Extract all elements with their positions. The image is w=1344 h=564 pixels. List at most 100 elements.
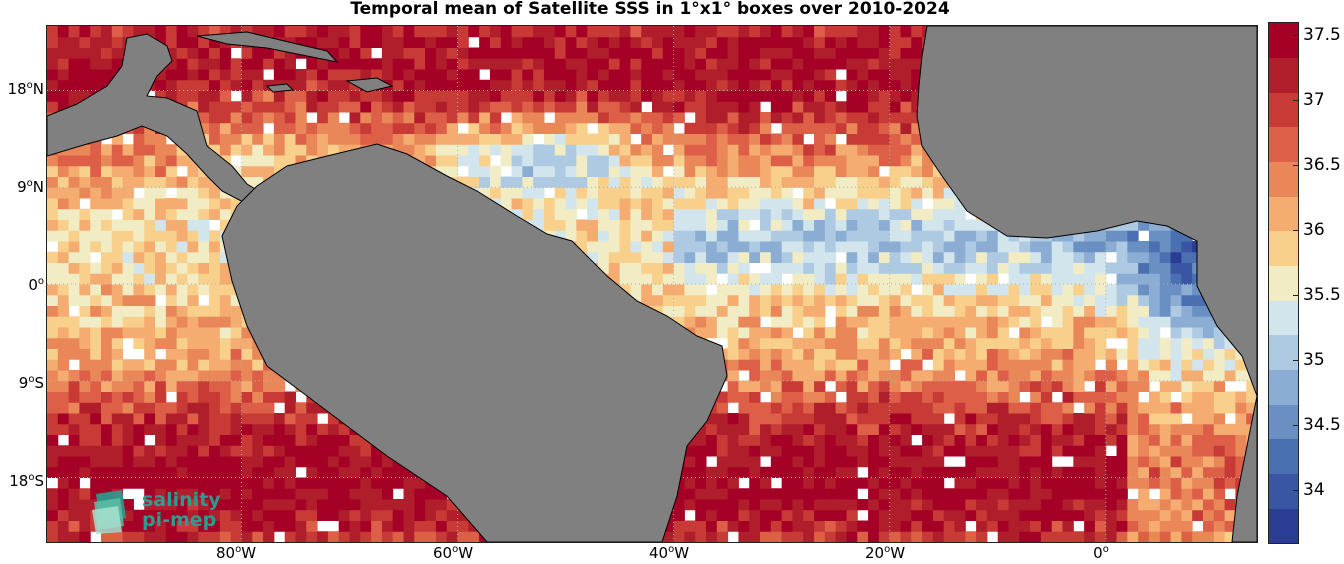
salinity-cell	[522, 69, 534, 81]
salinity-cell	[79, 155, 91, 167]
salinity-cell	[781, 208, 793, 220]
salinity-cell	[1213, 402, 1226, 414]
salinity-cell	[263, 509, 275, 521]
salinity-cell	[1127, 273, 1139, 285]
salinity-cell	[1105, 327, 1118, 339]
salinity-cell	[360, 531, 372, 542]
salinity-cell	[932, 327, 945, 339]
salinity-cell	[349, 509, 361, 521]
salinity-cell	[241, 520, 253, 532]
salinity-cell	[922, 402, 934, 414]
salinity-cell	[1084, 370, 1096, 382]
salinity-cell	[770, 499, 783, 511]
salinity-cell	[878, 488, 891, 500]
salinity-cell	[176, 477, 188, 489]
salinity-cell	[716, 413, 729, 425]
salinity-cell	[706, 144, 718, 156]
salinity-cell	[47, 219, 59, 231]
salinity-cell	[198, 69, 210, 81]
salinity-cell	[803, 58, 815, 70]
salinity-cell	[846, 305, 858, 317]
salinity-cell	[932, 413, 945, 425]
salinity-cell	[1159, 305, 1172, 317]
salinity-cell	[187, 241, 199, 253]
salinity-cell	[47, 90, 59, 102]
salinity-cell	[835, 380, 847, 392]
salinity-cell	[165, 520, 178, 532]
salinity-cell	[965, 316, 977, 328]
salinity-cell	[338, 79, 350, 91]
salinity-cell	[954, 423, 966, 435]
salinity-cell	[889, 79, 901, 91]
salinity-cell	[770, 144, 783, 156]
salinity-cell	[209, 305, 221, 317]
salinity-cell	[1084, 499, 1096, 511]
salinity-cell	[900, 241, 912, 253]
salinity-cell	[165, 434, 178, 446]
salinity-cell	[209, 337, 221, 349]
salinity-cell	[381, 488, 394, 500]
salinity-cell	[814, 316, 826, 328]
salinity-cell	[57, 327, 70, 339]
salinity-cell	[122, 316, 134, 328]
salinity-cell	[68, 284, 80, 296]
salinity-cell	[695, 208, 707, 220]
salinity-cell	[198, 445, 210, 457]
salinity-cell	[716, 316, 729, 328]
salinity-cell	[781, 434, 793, 446]
salinity-cell	[1159, 370, 1172, 382]
salinity-cell	[209, 456, 221, 468]
salinity-cell	[932, 520, 945, 532]
salinity-cell	[241, 423, 253, 435]
salinity-cell	[803, 176, 815, 188]
salinity-cell	[986, 284, 999, 296]
salinity-cell	[489, 36, 502, 48]
salinity-cell	[792, 69, 804, 81]
salinity-cell	[1019, 466, 1031, 478]
salinity-cell	[792, 531, 804, 542]
salinity-cell	[338, 520, 350, 532]
salinity-cell	[155, 79, 167, 91]
salinity-cell	[608, 155, 621, 167]
salinity-cell	[738, 230, 750, 242]
salinity-cell	[716, 144, 729, 156]
salinity-cell	[770, 423, 783, 435]
salinity-cell	[1040, 477, 1053, 489]
salinity-cell	[889, 413, 901, 425]
salinity-cell	[1181, 466, 1193, 478]
salinity-cell	[155, 273, 167, 285]
salinity-cell	[781, 79, 793, 91]
salinity-cell	[684, 456, 696, 468]
salinity-cell	[576, 79, 588, 91]
salinity-cell	[706, 477, 718, 489]
salinity-cell	[1040, 348, 1053, 360]
salinity-cell	[770, 294, 783, 306]
salinity-cell	[468, 112, 480, 124]
salinity-cell	[155, 230, 167, 242]
salinity-cell	[814, 176, 826, 188]
salinity-cell	[1051, 294, 1064, 306]
salinity-cell	[814, 520, 826, 532]
salinity-cell	[932, 262, 945, 274]
salinity-cell	[187, 90, 199, 102]
salinity-cell	[111, 391, 124, 403]
salinity-cell	[900, 499, 912, 511]
salinity-cell	[241, 445, 253, 457]
salinity-cell	[1073, 477, 1085, 489]
salinity-cell	[457, 133, 469, 145]
salinity-cell	[111, 316, 124, 328]
salinity-cell	[1138, 370, 1150, 382]
salinity-cell	[457, 47, 469, 59]
salinity-cell	[252, 380, 264, 392]
salinity-cell	[155, 165, 167, 177]
salinity-cell	[1019, 456, 1031, 468]
salinity-cell	[317, 423, 329, 435]
salinity-cell	[338, 144, 350, 156]
salinity-cell	[479, 176, 491, 188]
salinity-cell	[1008, 294, 1020, 306]
salinity-cell	[900, 47, 912, 59]
salinity-cell	[943, 391, 955, 403]
salinity-cell	[749, 370, 761, 382]
salinity-cell	[403, 531, 415, 542]
salinity-cell	[295, 402, 307, 414]
